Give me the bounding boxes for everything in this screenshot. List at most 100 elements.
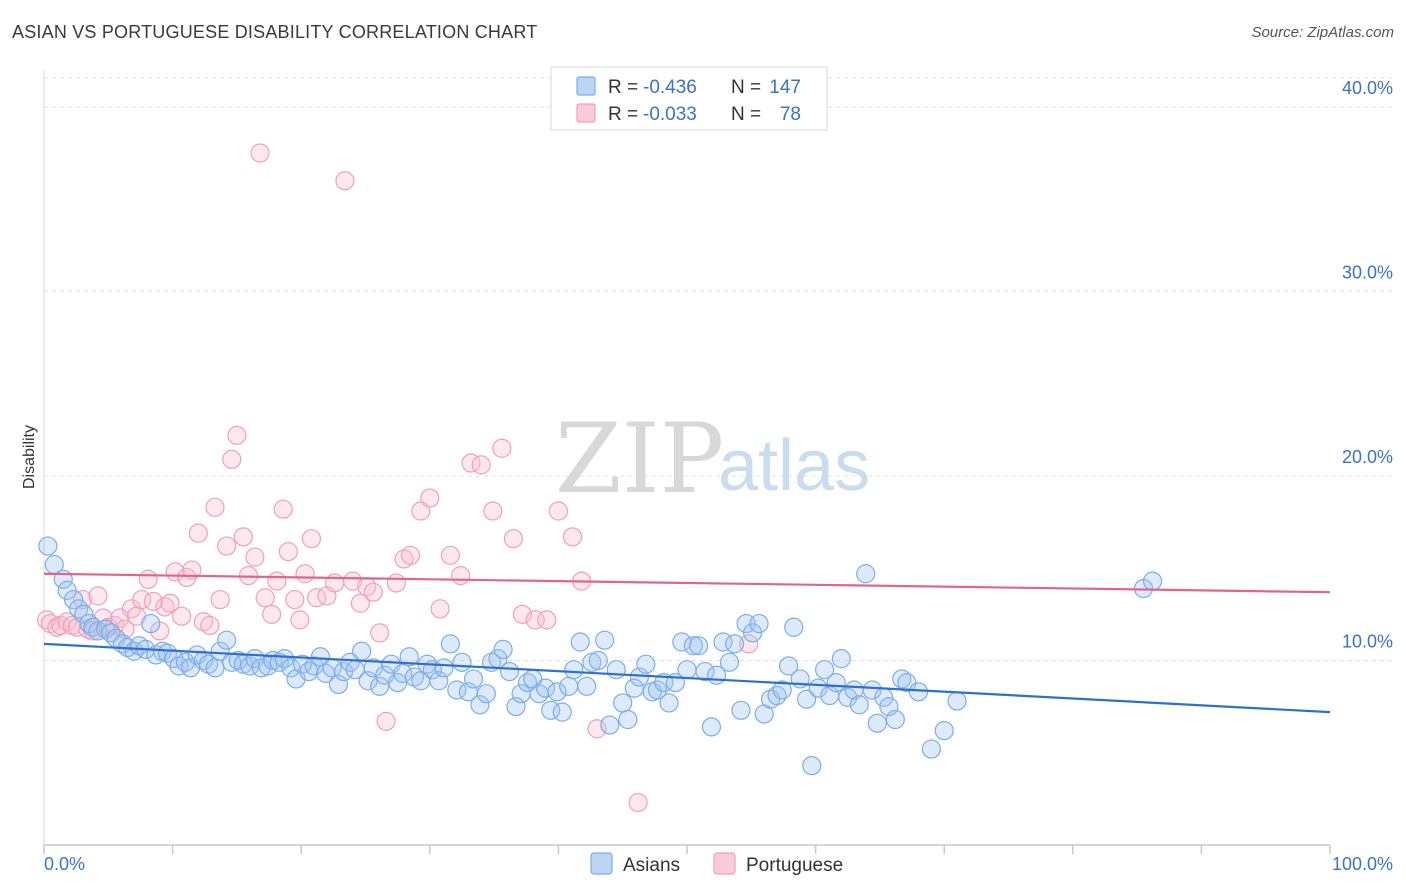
- portuguese-point: [57, 612, 77, 632]
- asian-point: [885, 709, 905, 730]
- x-axis-ticks: [43, 845, 1331, 854]
- portuguese-point: [160, 593, 180, 613]
- asian-point: [570, 632, 590, 652]
- portuguese-point: [394, 549, 414, 569]
- asian-point: [440, 634, 460, 654]
- legend-n-value-asian: 147: [769, 77, 801, 98]
- portuguese-point: [420, 488, 440, 508]
- asian-point: [838, 687, 858, 707]
- portuguese-point: [233, 527, 253, 547]
- bottom-legend-label-asian: Asians: [623, 855, 680, 876]
- portuguese-point: [262, 604, 282, 624]
- portuguese-point: [273, 499, 293, 519]
- asian-point: [767, 685, 787, 706]
- asian-point: [688, 636, 709, 656]
- asian-point: [199, 654, 219, 674]
- portuguese-point: [285, 589, 305, 610]
- portuguese-point: [483, 501, 503, 521]
- legend-n-value-portuguese: 78: [780, 104, 801, 125]
- bottom-legend-label-portuguese: Portuguese: [746, 855, 843, 876]
- portuguese-point: [628, 792, 648, 813]
- asian-point: [826, 673, 846, 693]
- portuguese-point: [188, 523, 208, 543]
- asian-point: [862, 680, 882, 700]
- asian-point: [802, 756, 822, 776]
- asian-point: [600, 715, 620, 735]
- portuguese-point: [492, 438, 512, 458]
- bottom-legend-swatch-portuguese: [713, 852, 736, 875]
- asian-point: [772, 680, 792, 700]
- asian-point: [683, 636, 704, 656]
- portuguese-point: [386, 573, 406, 593]
- watermark-atlas: atlas: [718, 426, 870, 506]
- portuguese-point: [376, 711, 396, 731]
- asian-point: [363, 658, 383, 678]
- portuguese-point: [562, 527, 583, 547]
- asian-points: [38, 536, 1163, 776]
- asian-point: [796, 689, 817, 709]
- asian-point: [831, 649, 851, 669]
- asian-point: [217, 630, 237, 650]
- asian-point: [892, 669, 912, 689]
- legend-r-label-asian: R =: [608, 77, 638, 98]
- portuguese-point: [255, 588, 275, 608]
- portuguese-point: [343, 571, 363, 591]
- portuguese-point: [217, 536, 237, 556]
- series-legend: Asians Portuguese: [590, 852, 843, 876]
- legend-box: [550, 66, 828, 131]
- asian-point: [1142, 571, 1163, 591]
- watermark-zip: ZIP: [555, 403, 724, 515]
- asian-point: [399, 647, 419, 667]
- asian-point: [251, 658, 271, 678]
- asian-point: [258, 656, 278, 676]
- asian-point: [731, 700, 751, 720]
- legend-n-label-asian: N =: [731, 77, 761, 98]
- portuguese-point: [587, 719, 607, 739]
- bottom-legend-swatch-asian: [590, 852, 613, 875]
- portuguese-point: [537, 610, 557, 630]
- asian-point: [624, 678, 644, 698]
- portuguese-point: [440, 545, 460, 565]
- asian-point: [815, 660, 835, 680]
- asian-point: [595, 630, 615, 650]
- asian-point: [63, 589, 84, 610]
- asian-point: [452, 652, 472, 672]
- portuguese-trend-line: [43, 572, 1331, 594]
- asian-point: [547, 682, 567, 702]
- asian-point: [269, 652, 289, 672]
- asian-point: [636, 654, 656, 674]
- legend-swatch-asian: [576, 76, 596, 96]
- legend-r-label-portuguese: R =: [608, 104, 638, 125]
- asian-point: [749, 613, 769, 634]
- asian-point: [947, 691, 967, 711]
- y-tick-label: 20.0%: [1342, 447, 1393, 467]
- portuguese-point: [155, 597, 175, 617]
- portuguese-point: [182, 560, 202, 580]
- x-tick-label-right: 100.0%: [1332, 854, 1393, 874]
- asian-point: [499, 661, 520, 682]
- asian-point: [724, 634, 745, 654]
- asian-point: [606, 660, 626, 680]
- portuguese-point: [400, 545, 421, 565]
- portuguese-point: [278, 542, 298, 562]
- asian-point: [352, 641, 372, 661]
- portuguese-point: [525, 610, 545, 630]
- portuguese-point: [350, 593, 370, 613]
- portuguese-point: [739, 634, 759, 654]
- portuguese-point: [200, 615, 220, 636]
- asian-point: [476, 684, 496, 704]
- asian-point: [582, 652, 602, 672]
- portuguese-point: [267, 571, 287, 591]
- asian-point: [921, 739, 941, 759]
- asian-point: [647, 680, 668, 700]
- correlation-legend: R = -0.436 N = 147 R = -0.033 N = 78: [550, 66, 828, 131]
- asian-point: [69, 599, 89, 619]
- asian-point: [659, 693, 679, 713]
- asian-point: [867, 713, 887, 733]
- asian-point: [934, 720, 954, 741]
- y-tick-label: 10.0%: [1342, 631, 1393, 651]
- portuguese-point: [290, 610, 310, 630]
- legend-swatch-portuguese: [576, 103, 596, 123]
- asian-point: [281, 658, 301, 678]
